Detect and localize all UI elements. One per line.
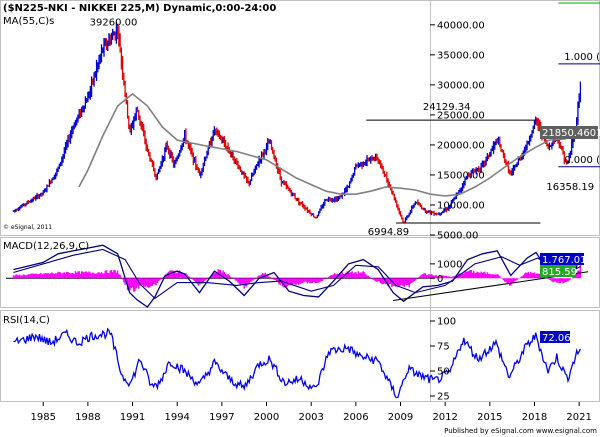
rsi-y-label: 25 <box>437 392 450 403</box>
x-axis-label: 2006 <box>343 412 368 423</box>
macd-indicator: 0 1000 <box>6 244 589 308</box>
price-y-label: 20000.00 <box>437 140 485 151</box>
price-y-label: 30000.00 <box>437 80 485 91</box>
x-axis-label: 2009 <box>388 412 413 423</box>
x-axis-label: 2018 <box>522 412 547 423</box>
macd-y-label: 0 <box>437 274 443 285</box>
macd-y-label: 1000 <box>437 259 462 270</box>
price-grid: 5000.00 10000.00 15000.00 20000.00 25000.00 3… <box>430 20 485 242</box>
price-panel-frame <box>0 0 600 236</box>
x-axis-label: 1997 <box>209 412 234 423</box>
chart-title: ($N225-NKI - NIKKEI 225,M) Dynamic,0:00-… <box>3 3 276 14</box>
x-axis-label: 1988 <box>75 412 100 423</box>
x-axis-label: 1991 <box>120 412 145 423</box>
signal-tag: 815.59 <box>540 265 577 278</box>
rsi-panel-frame <box>0 310 600 402</box>
price-annotation: 39260.00 <box>90 17 138 28</box>
moving-average <box>78 92 581 197</box>
price-annotation: 16358.19 <box>546 182 594 193</box>
svg-text:815.59: 815.59 <box>542 267 577 278</box>
price-annotation: 6994.89 <box>368 227 409 238</box>
svg-text:72.06: 72.06 <box>542 333 571 344</box>
rsi-y-label: 50 <box>437 367 450 378</box>
price-y-label: 15000.00 <box>437 170 485 181</box>
rsi-y-label: 100 <box>437 317 456 328</box>
publisher-credit: Published by eSignal.com www.esignal.com <box>444 427 597 435</box>
price-y-label: 40000.00 <box>437 20 485 31</box>
price-tag: 21850.4601 <box>540 126 600 139</box>
svg-text:21850.4601: 21850.4601 <box>542 128 600 139</box>
macd-tag: 1.767.01 <box>540 253 587 266</box>
price-y-label: 5000.00 <box>437 231 478 242</box>
price-annotation: 0.000 (16358.19) <box>564 155 600 166</box>
price-y-label: 10000.00 <box>437 200 485 211</box>
x-axis-label: 2003 <box>298 412 323 423</box>
x-axis-label: 2012 <box>432 412 457 423</box>
svg-text:1.767.01: 1.767.01 <box>542 255 587 266</box>
price-annotation: 24129.34 <box>423 102 471 113</box>
rsi-title: RSI(14,C) <box>3 315 50 326</box>
price-y-label: 35000.00 <box>437 50 485 61</box>
x-axis-label: 2000 <box>254 412 279 423</box>
x-axis: 1985 1988 1991 1994 1997 2000 2003 2006 2009 2012… <box>30 402 592 423</box>
price-annotations: 39260.00 24129.34 6994.89 16358.19 1.000 (33… <box>90 17 600 238</box>
macd-title: MACD(12,26,9,C) <box>3 241 89 252</box>
x-axis-label: 2021 <box>566 412 591 423</box>
price-annotation: 1.000 (33492.64) <box>564 52 600 63</box>
price-bars <box>12 21 582 223</box>
rsi-line <box>13 327 581 399</box>
x-axis-label: 1985 <box>30 412 55 423</box>
fibonacci-levels <box>366 2 600 224</box>
price-y-label: 25000.00 <box>437 110 485 121</box>
macd-line <box>13 244 582 308</box>
x-axis-label: 1994 <box>164 412 189 423</box>
ma55-line <box>78 92 581 197</box>
ma-legend: MA(55,C)s <box>3 16 54 27</box>
x-axis-label: 2015 <box>477 412 502 423</box>
rsi-y-label: 75 <box>437 342 450 353</box>
rsi-tag: 72.06 <box>540 331 571 344</box>
rsi-indicator: 25 50 75 100 <box>13 317 581 403</box>
copyright: © eSignal, 2011 <box>3 224 52 231</box>
